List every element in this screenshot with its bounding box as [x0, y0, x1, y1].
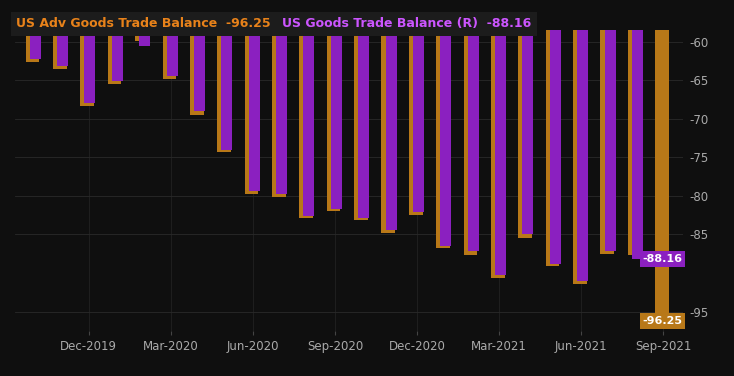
Bar — [605, 0, 616, 252]
Bar — [26, 0, 40, 62]
Bar — [303, 0, 314, 216]
Bar — [518, 0, 532, 238]
Bar — [354, 0, 368, 220]
Bar — [217, 0, 231, 152]
Text: US Adv Goods Trade Balance  -96.25: US Adv Goods Trade Balance -96.25 — [16, 17, 271, 30]
Bar — [53, 0, 67, 69]
Bar — [331, 0, 342, 209]
Bar — [600, 0, 614, 254]
Bar — [550, 0, 561, 264]
Bar — [244, 0, 258, 194]
Bar — [190, 0, 203, 115]
Bar — [573, 0, 586, 284]
Bar — [139, 0, 150, 45]
Bar — [491, 0, 505, 277]
Bar — [112, 0, 123, 81]
Bar — [276, 0, 287, 194]
Text: US Goods Trade Balance (R)  -88.16: US Goods Trade Balance (R) -88.16 — [282, 17, 531, 30]
Bar — [57, 0, 68, 65]
Bar — [327, 0, 341, 211]
Bar — [382, 0, 395, 233]
Bar — [440, 0, 451, 246]
Bar — [222, 0, 232, 150]
Bar — [495, 0, 506, 275]
Bar — [358, 0, 369, 217]
Text: -96.25: -96.25 — [643, 316, 683, 326]
Bar — [167, 0, 178, 76]
Text: -88.16: -88.16 — [643, 254, 683, 264]
Bar — [162, 0, 176, 79]
Bar — [523, 0, 534, 235]
Bar — [413, 0, 424, 212]
Bar — [81, 0, 94, 106]
Bar — [272, 0, 286, 197]
Bar — [409, 0, 423, 215]
Bar — [655, 0, 669, 321]
Bar — [577, 0, 588, 281]
Bar — [464, 0, 477, 255]
Bar — [468, 0, 479, 252]
Bar — [628, 0, 642, 255]
Bar — [30, 0, 40, 59]
Bar — [84, 0, 95, 103]
Bar — [299, 0, 313, 218]
Bar — [135, 0, 149, 41]
Bar — [385, 0, 396, 230]
Bar — [632, 0, 643, 259]
Bar — [108, 0, 121, 84]
Bar — [249, 0, 260, 191]
Bar — [436, 0, 450, 249]
Bar — [546, 0, 559, 266]
Bar — [194, 0, 205, 111]
